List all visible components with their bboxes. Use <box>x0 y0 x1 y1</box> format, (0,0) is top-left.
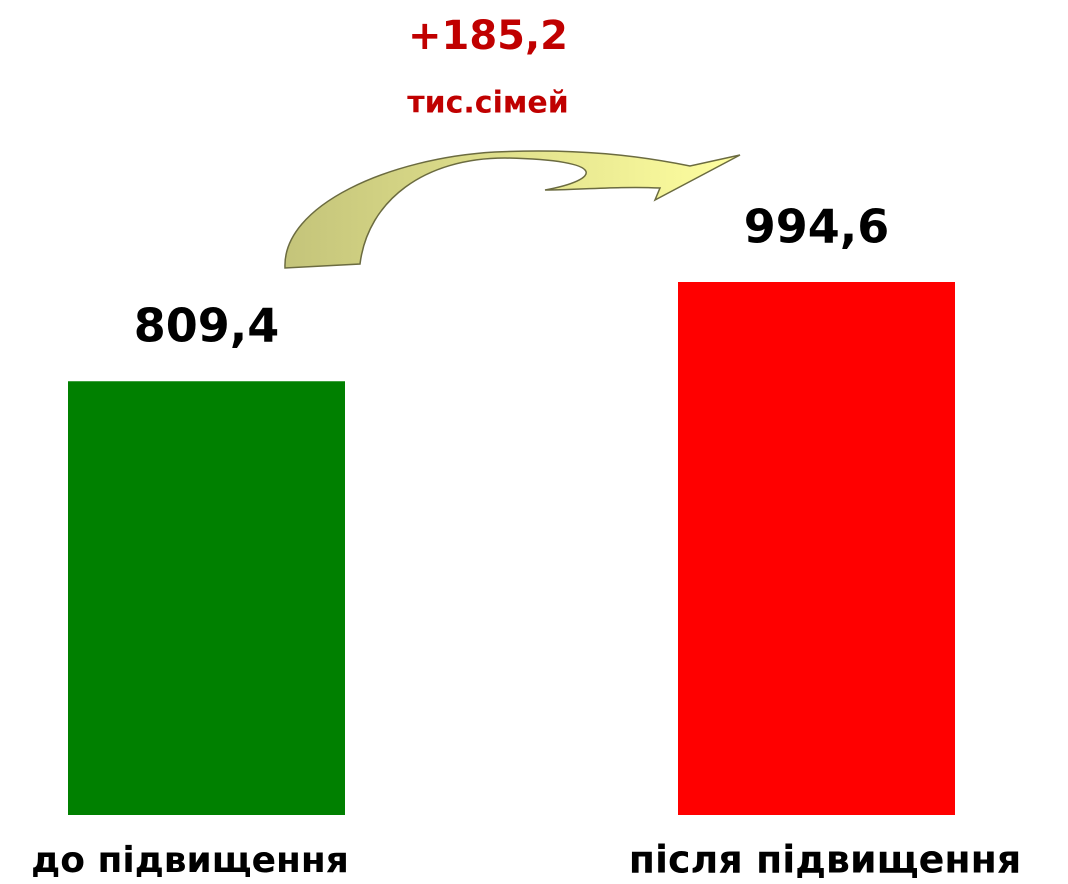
value-label: 994,6 <box>744 200 890 254</box>
bar <box>678 282 955 815</box>
value-label: 809,4 <box>134 299 280 353</box>
bar <box>68 381 345 815</box>
annotation: +185,2 <box>408 13 568 59</box>
x-tick-label: до підвищення <box>31 840 349 881</box>
x-tick-label: після підвищення <box>629 838 1022 882</box>
annotation-unit: тис.сімей <box>407 86 569 121</box>
arrow <box>284 150 741 269</box>
